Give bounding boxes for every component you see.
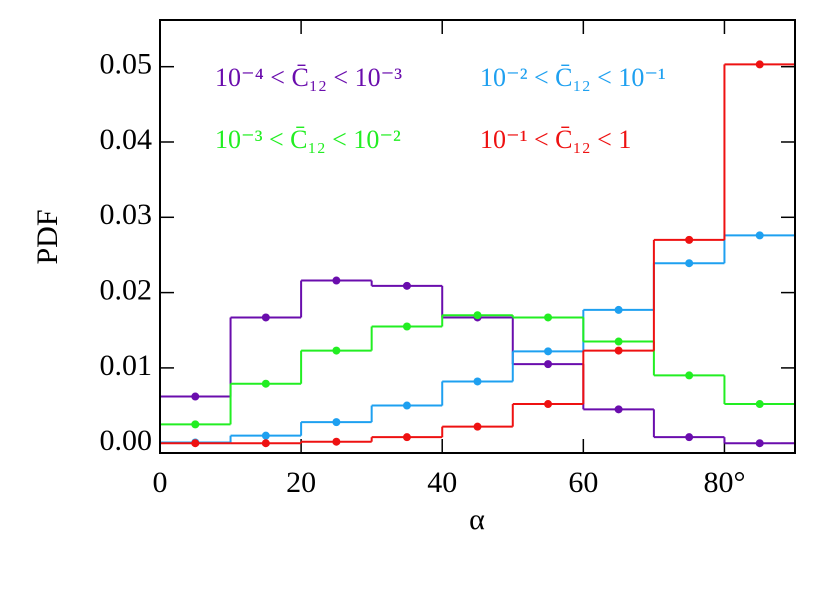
bin-dot <box>261 313 270 322</box>
bin-dot <box>614 405 623 414</box>
legend-entry: 10⁻² < C̄₁₂ < 10⁻¹ <box>480 63 666 92</box>
bin-dot <box>473 377 482 386</box>
bin-dot <box>473 311 482 320</box>
bin-dot <box>191 392 200 401</box>
bin-dot <box>614 346 623 355</box>
legend-entry: 10⁻³ < C̄₁₂ < 10⁻² <box>215 125 401 154</box>
bin-dot <box>544 400 553 409</box>
bin-dot <box>191 439 200 448</box>
bin-dot <box>402 322 411 331</box>
bin-dot <box>261 431 270 440</box>
bin-dot <box>473 422 482 431</box>
x-axis-label: α <box>469 503 485 536</box>
y-tick-label: 0.00 <box>100 424 153 457</box>
y-tick-label: 0.01 <box>100 349 153 382</box>
bin-dot <box>332 418 341 427</box>
x-tick-label: 60 <box>568 466 598 499</box>
x-tick-label: 20 <box>286 466 316 499</box>
bin-dot <box>685 433 694 442</box>
bin-dot <box>402 281 411 290</box>
bin-dot <box>614 337 623 346</box>
y-axis-label: PDF <box>31 209 64 264</box>
bin-dot <box>402 401 411 410</box>
bin-dot <box>191 420 200 429</box>
bin-dot <box>755 400 764 409</box>
bin-dot <box>544 347 553 356</box>
bin-dot <box>332 276 341 285</box>
bin-dot <box>544 360 553 369</box>
bin-dot <box>755 439 764 448</box>
bin-dot <box>332 437 341 446</box>
bin-dot <box>755 60 764 69</box>
bin-dot <box>544 313 553 322</box>
bin-dot <box>614 305 623 314</box>
y-tick-label: 0.02 <box>100 273 153 306</box>
bin-dot <box>261 439 270 448</box>
bin-dot <box>332 346 341 355</box>
y-tick-label: 0.03 <box>100 198 153 231</box>
y-tick-label: 0.04 <box>100 123 153 156</box>
bin-dot <box>685 235 694 244</box>
plot-frame <box>159 19 796 454</box>
x-tick-label: 0 <box>153 466 168 499</box>
bin-dot <box>261 379 270 388</box>
legend-entry: 10⁻¹ < C̄₁₂ < 1 <box>480 125 631 154</box>
bin-dot <box>755 231 764 240</box>
legend-entry: 10⁻⁴ < C̄₁₂ < 10⁻³ <box>215 63 402 92</box>
y-tick-label: 0.05 <box>100 48 153 81</box>
bin-dot <box>685 259 694 268</box>
bin-dot <box>685 371 694 380</box>
x-tick-label: 80° <box>703 466 745 499</box>
x-tick-label: 40 <box>427 466 457 499</box>
bin-dot <box>402 433 411 442</box>
